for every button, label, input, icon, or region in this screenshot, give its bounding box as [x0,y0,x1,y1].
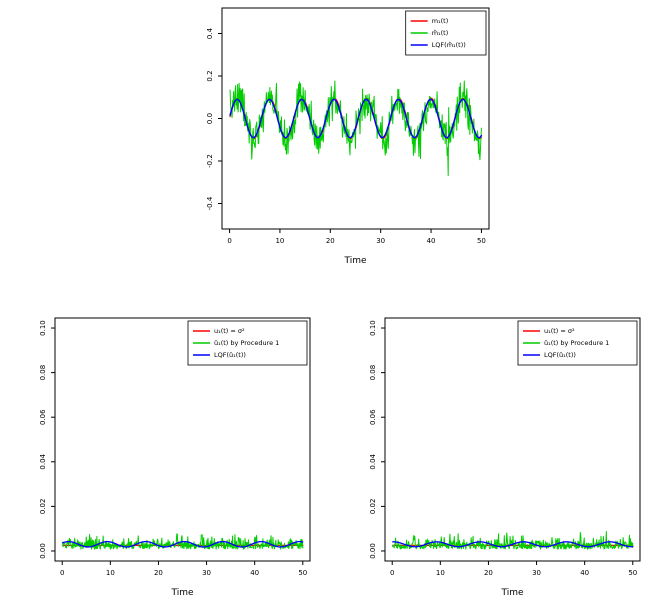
x-tick-label: 50 [628,569,637,577]
legend-label: LQF(û₁(t)) [214,351,246,359]
y-tick-label: 0.4 [206,27,214,39]
y-tick-label: 0.06 [369,409,377,425]
x-axis-title: Time [500,588,523,598]
axes: 0 10 20 30 40 50 -0.4 -0.2 0.0 0.2 0.4 [206,27,486,245]
series-lines [392,531,634,550]
plot-frame [54,317,311,562]
series-line-lqf-of-u1-hat [392,541,634,548]
y-tick-label: 0.08 [369,365,377,381]
legend-label: LQF(m̂₁(t)) [432,41,466,49]
x-tick-label: 30 [532,569,541,577]
x-tick-label: 10 [436,569,445,577]
x-tick-label: 40 [250,569,259,577]
x-tick-label: 20 [326,237,335,245]
x-tick-label: 10 [106,569,115,577]
x-tick-label: 0 [227,237,231,245]
x-tick-label: 50 [477,237,486,245]
chart-svg-mean-function: 0 10 20 30 40 50 -0.4 -0.2 0.0 0.2 0.4 Time m₁(t) m̂₁… [206,7,490,266]
chart-mean-function: 0 10 20 30 40 50 -0.4 -0.2 0.0 0.2 0.4 Time m₁(t) m̂₁… [180,0,498,280]
x-tick-label: 10 [275,237,284,245]
x-tick-label: 40 [427,237,436,245]
x-tick-label: 30 [376,237,385,245]
y-tick-label: 0.10 [39,320,47,336]
x-tick-label: 40 [580,569,589,577]
y-tick-label: 0.08 [39,365,47,381]
y-tick-label: 0.2 [206,70,214,81]
series-line-m1-hat-estimate [229,80,482,177]
series-line-u1-hat-procedure-1 [392,531,634,550]
x-axis-title: Time [170,588,193,598]
x-axis-title: Time [343,256,366,266]
legend-label: m̂₁(t) [432,29,449,37]
y-tick-label: 0.0 [206,113,214,124]
x-tick-label: 0 [390,569,394,577]
axes: 0 10 20 30 40 50 0.00 0.02 0.04 0.06 0.08 0.10 [39,320,307,577]
x-tick-label: 30 [202,569,211,577]
x-tick-label: 0 [60,569,64,577]
chart-svg-variance-right: 0 10 20 30 40 50 0.00 0.02 0.04 0.06 0.08 0.10 Time u… [369,317,641,598]
axes: 0 10 20 30 40 50 0.00 0.02 0.04 0.06 0.08 0.10 [369,320,637,577]
y-tick-label: 0.02 [39,499,47,515]
y-tick-label: -0.4 [206,196,214,210]
series-line-u1-hat-procedure-1 [62,533,304,550]
legend-label: û₁(t) by Procedure 1 [214,339,279,347]
chart-svg-variance-left: 0 10 20 30 40 50 0.00 0.02 0.04 0.06 0.08 0.10 Time u… [39,317,311,598]
legend-label: û₁(t) by Procedure 1 [544,339,609,347]
chart-variance-procedure1-left: 0 10 20 30 40 50 0.00 0.02 0.04 0.06 0.08 0.10 Time u… [17,306,322,607]
x-tick-label: 20 [154,569,163,577]
y-tick-label: -0.2 [206,154,214,168]
x-tick-label: 20 [484,569,493,577]
plot-frame [384,317,641,562]
y-tick-label: 0.04 [39,453,47,469]
y-tick-label: 0.10 [369,320,377,336]
y-tick-label: 0.00 [39,543,47,559]
legend-label: u₁(t) = σ² [544,327,575,335]
y-tick-label: 0.06 [39,409,47,425]
legend: u₁(t) = σ² û₁(t) by Procedure 1 LQF(û₁(t)) [187,320,308,366]
legend: u₁(t) = σ² û₁(t) by Procedure 1 LQF(û₁(t)) [517,320,638,366]
legend-label: u₁(t) = σ² [214,327,245,335]
y-tick-label: 0.00 [369,543,377,559]
series-line-lqf-of-m1-hat [229,98,483,139]
y-tick-label: 0.02 [369,499,377,515]
series-lines [62,533,304,550]
chart-variance-procedure1-right: 0 10 20 30 40 50 0.00 0.02 0.04 0.06 0.08 0.10 Time u… [347,306,652,607]
y-tick-label: 0.04 [369,453,377,469]
series-line-lqf-of-u1-hat [62,540,304,548]
legend-label: m₁(t) [432,17,449,25]
legend: m₁(t) m̂₁(t) LQF(m̂₁(t)) [405,10,487,56]
legend-label: LQF(û₁(t)) [544,351,576,359]
x-tick-label: 50 [298,569,307,577]
series-lines [229,80,483,177]
